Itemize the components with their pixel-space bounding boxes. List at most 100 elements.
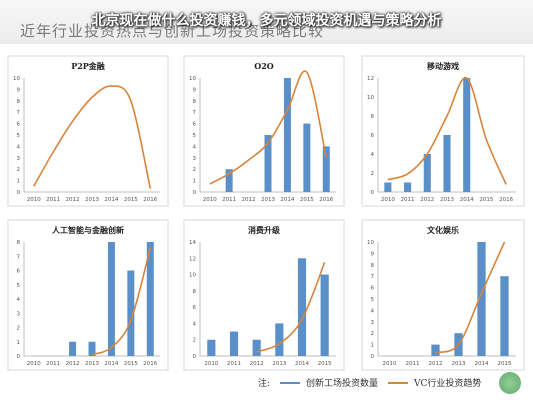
x-tick-label: 2016: [143, 197, 157, 203]
y-tick-label: 6: [371, 286, 375, 292]
x-tick-label: 2012: [420, 197, 434, 203]
x-tick-label: 2011: [46, 197, 60, 203]
chart-title: 人工智能与金融创新: [52, 225, 124, 235]
x-tick-label: 2012: [66, 361, 80, 367]
x-tick-label: 2014: [295, 361, 309, 367]
x-tick-label: 2010: [381, 197, 395, 203]
y-tick-label: 3: [17, 156, 21, 162]
y-tick-label: 10: [367, 240, 374, 246]
x-tick-label: 2015: [124, 361, 138, 367]
chart-panel: 文化娱乐 0 1 2 3 4 5 6 7 8 9 10 2010 2011 2012 2013 2014 2015: [361, 219, 525, 371]
y-tick-label: 1: [17, 179, 21, 185]
watermark-logo: [499, 372, 521, 394]
header-banner: 近年行业投资热点与创新工场投资策略比较: [0, 0, 533, 44]
x-tick-label: 2012: [250, 361, 264, 367]
trend-line: [91, 247, 152, 356]
bar: [320, 274, 329, 356]
bar: [264, 135, 272, 192]
y-tick-label: 0: [371, 354, 375, 360]
y-tick-label: 8: [193, 99, 197, 105]
bar: [252, 339, 261, 356]
y-tick-label: 1: [17, 340, 21, 346]
y-tick-label: 6: [17, 269, 21, 275]
y-tick-label: 5: [17, 133, 21, 139]
page-heading: 近年行业投资热点与创新工场投资策略比较: [20, 22, 325, 40]
y-tick-label: 14: [189, 240, 196, 246]
y-tick-label: 3: [371, 320, 375, 326]
x-tick-label: 2015: [498, 361, 512, 367]
x-tick-label: 2012: [429, 361, 443, 367]
legend-bar-label: 创新工场投资数量: [306, 379, 379, 389]
legend-prefix: 注:: [258, 379, 271, 389]
y-tick-label: 4: [371, 152, 375, 158]
x-tick-label: 2013: [85, 361, 99, 367]
x-tick-label: 2013: [261, 197, 275, 203]
chart-title: 移动游戏: [427, 61, 459, 71]
chart-panel: 移动游戏 0 2 4 6 8 10 12 2010 2011 2012 2013 2014 2015 201…: [361, 55, 525, 207]
x-tick-label: 2010: [27, 197, 41, 203]
y-tick-label: 6: [193, 305, 197, 311]
x-tick-label: 2013: [440, 197, 454, 203]
y-tick-label: 3: [193, 156, 197, 162]
chart-panel: 消费升级 0 2 4 6 8 10 12 14 2010 2011 2012 2013 2014 2015: [183, 219, 345, 371]
bar: [384, 182, 392, 192]
y-tick-label: 0: [193, 354, 197, 360]
y-tick-label: 6: [17, 122, 21, 128]
y-tick-label: 5: [17, 283, 21, 289]
y-tick-label: 10: [367, 95, 374, 101]
x-tick-label: 2010: [27, 361, 41, 367]
bar: [404, 182, 412, 192]
chart-panel: 人工智能与金融创新 0 1 2 3 4 5 6 7 8 2010 2011 2012 2013 2014 20…: [7, 219, 169, 371]
x-tick-label: 2010: [383, 361, 397, 367]
y-tick-label: 7: [371, 274, 375, 280]
bar: [443, 135, 451, 192]
bar: [500, 276, 509, 356]
chart-panel: P2P金融 0 1 2 3 4 5 6 7 8 9 10 2010 2011 2012 2013 2014 201…: [7, 55, 169, 207]
y-tick-label: 9: [371, 251, 375, 257]
chart-title: 消费升级: [248, 225, 281, 235]
x-tick-label: 2014: [280, 197, 294, 203]
y-tick-label: 4: [371, 308, 375, 314]
x-tick-label: 2016: [319, 197, 333, 203]
y-tick-label: 7: [193, 110, 197, 116]
x-tick-label: 2015: [479, 197, 493, 203]
chart-frame: [7, 219, 169, 371]
chart-frame: [183, 55, 345, 207]
chart-title: O2O: [254, 61, 274, 71]
y-tick-label: 0: [17, 190, 21, 196]
bar: [477, 242, 486, 356]
y-tick-label: 0: [17, 354, 21, 360]
x-tick-label: 2011: [401, 197, 415, 203]
y-tick-label: 10: [189, 76, 196, 82]
legend-line-label: VC行业投资趋势: [414, 379, 482, 389]
y-tick-label: 4: [17, 297, 21, 303]
bar: [146, 242, 154, 356]
chart-title: 文化娱乐: [427, 225, 459, 235]
y-tick-label: 4: [17, 144, 21, 150]
bar: [107, 242, 115, 356]
bar: [283, 78, 291, 192]
x-tick-label: 2011: [227, 361, 241, 367]
y-tick-label: 8: [371, 114, 375, 120]
bar: [69, 341, 77, 356]
y-tick-label: 5: [371, 297, 375, 303]
chart-frame: [7, 55, 169, 207]
legend-bar-swatch: [280, 382, 300, 384]
y-tick-label: 3: [17, 311, 21, 317]
x-tick-label: 2010: [204, 361, 218, 367]
y-tick-label: 8: [17, 99, 21, 105]
bar: [225, 169, 233, 192]
bar: [275, 323, 284, 356]
x-tick-label: 2014: [460, 197, 474, 203]
x-tick-label: 2012: [66, 197, 80, 203]
chart-title: P2P金融: [71, 61, 105, 71]
bar: [322, 146, 330, 192]
x-tick-label: 2015: [318, 361, 332, 367]
y-tick-label: 6: [371, 133, 375, 139]
y-tick-label: 10: [189, 273, 196, 279]
y-tick-label: 7: [17, 110, 21, 116]
y-tick-label: 9: [193, 87, 197, 93]
y-tick-label: 1: [193, 179, 197, 185]
chart-panel: O2O 0 1 2 3 4 5 6 7 8 9 10 2010 2011 2012 2013 2014 2015 2…: [183, 55, 345, 207]
